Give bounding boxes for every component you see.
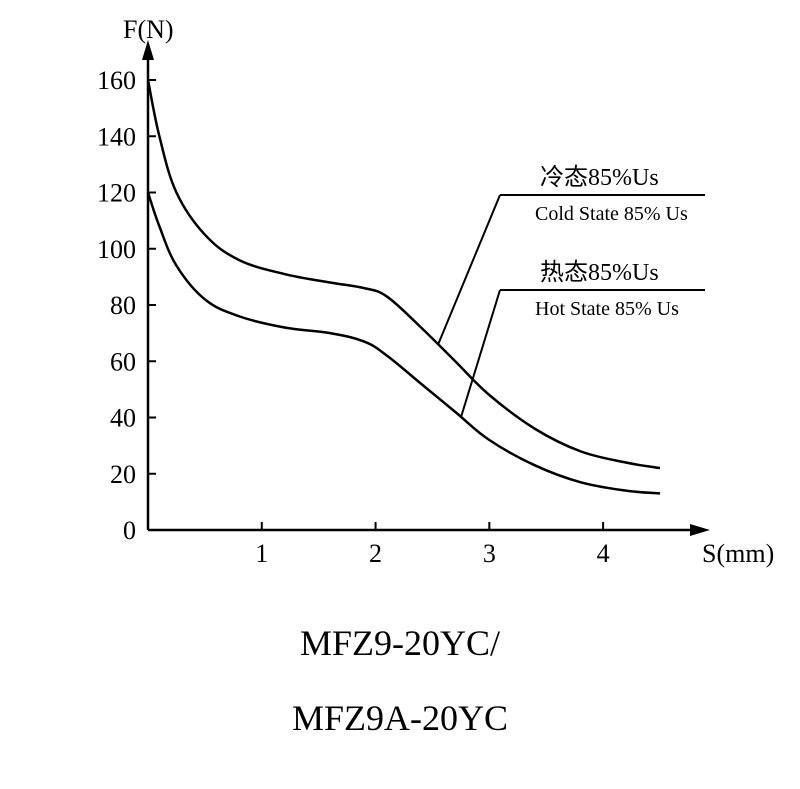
- caption-line-1: MFZ9-20YC/: [300, 623, 500, 663]
- curve-hot_state: [148, 193, 660, 494]
- y-tick-label: 60: [110, 347, 136, 376]
- y-tick-label: 20: [110, 460, 136, 489]
- y-tick-label: 100: [97, 235, 136, 264]
- y-tick-label: 80: [110, 291, 136, 320]
- chart-container: 0 20 40 60 80 100 120 140 160 1 2 3 4 F(N) S(mm) 冷态85%U…: [0, 0, 800, 789]
- chart-svg: 0 20 40 60 80 100 120 140 160 1 2 3 4 F(N) S(mm) 冷态85%U…: [0, 0, 800, 789]
- y-axis-label: F(N): [123, 15, 174, 44]
- x-axis-arrow: [690, 524, 710, 536]
- y-tick-label: 140: [97, 122, 136, 151]
- y-tick-label: 40: [110, 404, 136, 433]
- y-tick-label: 160: [97, 66, 136, 95]
- x-tick-label: 2: [369, 539, 382, 568]
- y-tick-label: 0: [123, 516, 136, 545]
- annotation-label-cn-cold_state: 冷态85%Us: [540, 164, 659, 191]
- x-axis-label: S(mm): [702, 539, 774, 568]
- x-tick-label: 3: [483, 539, 496, 568]
- annotation-label-en-cold_state: Cold State 85% Us: [535, 203, 688, 225]
- caption-line-2: MFZ9A-20YC: [292, 698, 508, 738]
- annotation-label-en-hot_state: Hot State 85% Us: [535, 298, 679, 320]
- x-tick-label: 1: [255, 539, 268, 568]
- y-tick-label: 120: [97, 179, 136, 208]
- x-tick-label: 4: [597, 539, 610, 568]
- annotation-label-cn-hot_state: 热态85%Us: [540, 259, 659, 286]
